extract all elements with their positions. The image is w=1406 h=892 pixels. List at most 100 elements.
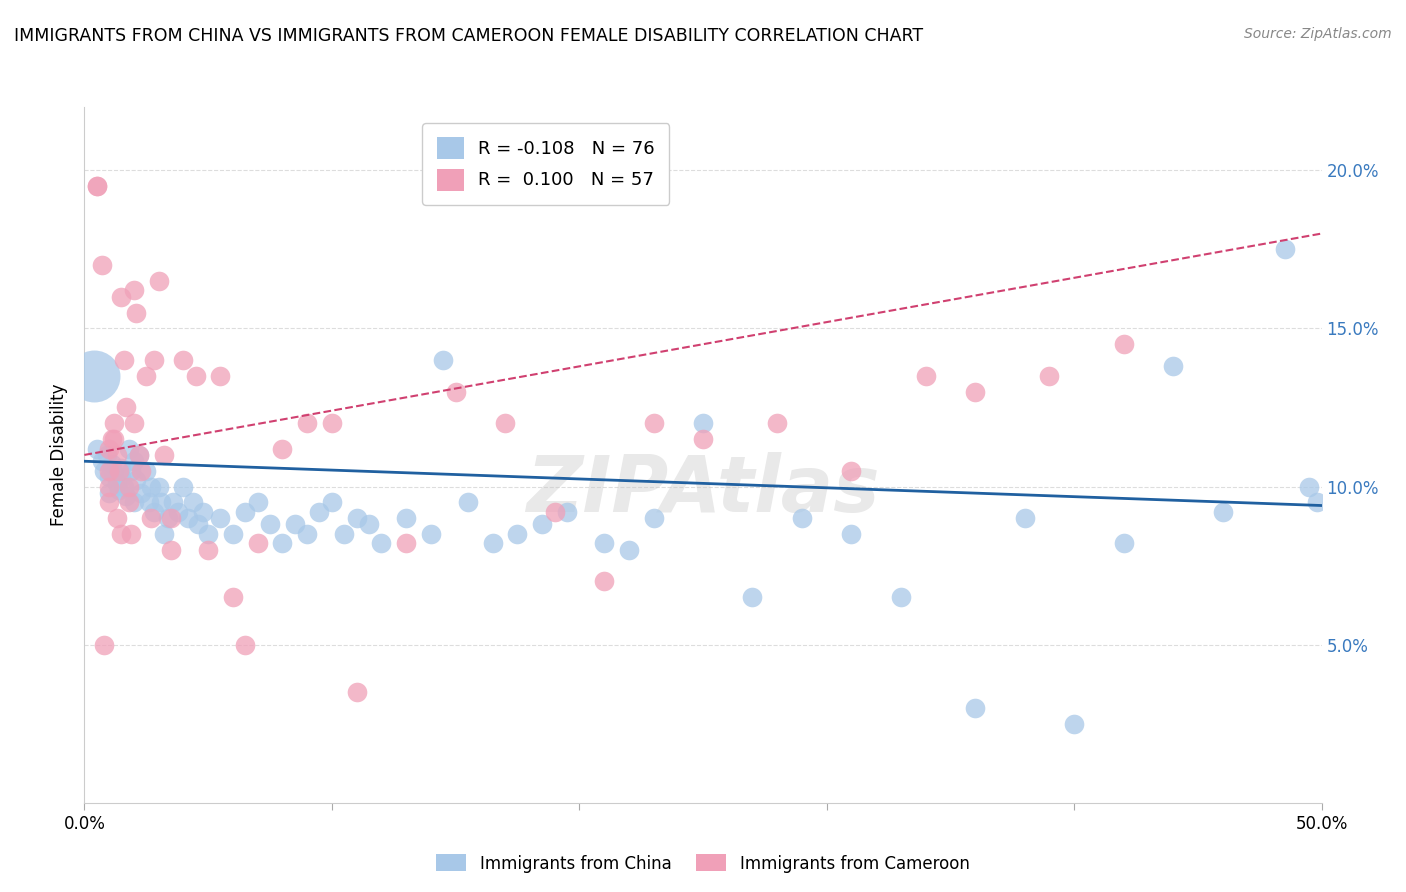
Point <box>125 473 148 487</box>
Point <box>129 464 152 478</box>
Point <box>112 479 135 493</box>
Point <box>162 495 184 509</box>
Point <box>191 505 214 519</box>
Point <box>115 489 138 503</box>
Point <box>118 495 141 509</box>
Point <box>103 467 125 481</box>
Point <box>135 368 157 383</box>
Point <box>841 464 863 478</box>
Point <box>177 511 200 525</box>
Text: Source: ZipAtlas.com: Source: ZipAtlas.com <box>1244 27 1392 41</box>
Point <box>160 542 183 557</box>
Point <box>86 179 108 194</box>
Point <box>98 464 121 478</box>
Point <box>122 454 145 468</box>
Point <box>1274 243 1296 257</box>
Point <box>1212 505 1234 519</box>
Point <box>209 511 232 525</box>
Point <box>100 458 122 472</box>
Point <box>1112 536 1135 550</box>
Point <box>346 685 368 699</box>
Point <box>481 536 503 550</box>
Point <box>110 290 132 304</box>
Point <box>152 448 174 462</box>
Point <box>419 527 441 541</box>
Point <box>1305 495 1327 509</box>
Point <box>914 368 936 383</box>
Point <box>105 511 128 525</box>
Point <box>357 517 380 532</box>
Point <box>93 638 115 652</box>
Point <box>187 517 209 532</box>
Point <box>128 448 150 462</box>
Point <box>167 505 190 519</box>
Point <box>321 417 343 431</box>
Point <box>1298 479 1320 493</box>
Point <box>395 511 418 525</box>
Point <box>965 701 987 715</box>
Point <box>148 274 170 288</box>
Point <box>135 464 157 478</box>
Point <box>105 476 128 491</box>
Point <box>432 353 454 368</box>
Point <box>141 511 163 525</box>
Point <box>543 505 565 519</box>
Point <box>790 511 813 525</box>
Point <box>643 417 665 431</box>
Point <box>90 258 112 272</box>
Point <box>766 417 789 431</box>
Point <box>125 305 148 319</box>
Point <box>98 486 121 500</box>
Point <box>83 368 105 383</box>
Point <box>890 591 912 605</box>
Point <box>90 454 112 468</box>
Point <box>333 527 356 541</box>
Point <box>1063 716 1085 731</box>
Point <box>142 505 165 519</box>
Point <box>295 527 318 541</box>
Point <box>222 591 245 605</box>
Point <box>108 483 131 497</box>
Legend: R = -0.108   N = 76, R =  0.100   N = 57: R = -0.108 N = 76, R = 0.100 N = 57 <box>422 123 669 205</box>
Y-axis label: Female Disability: Female Disability <box>51 384 69 526</box>
Point <box>172 479 194 493</box>
Point <box>105 448 128 462</box>
Point <box>284 517 307 532</box>
Point <box>370 536 392 550</box>
Point <box>444 384 467 399</box>
Point <box>118 442 141 456</box>
Point <box>233 638 256 652</box>
Point <box>531 517 554 532</box>
Point <box>148 479 170 493</box>
Point <box>100 432 122 446</box>
Point <box>617 542 640 557</box>
Point <box>233 505 256 519</box>
Point <box>110 460 132 475</box>
Point <box>120 527 142 541</box>
Point <box>692 417 714 431</box>
Point <box>506 527 529 541</box>
Point <box>643 511 665 525</box>
Point <box>98 442 121 456</box>
Point <box>98 495 121 509</box>
Point <box>96 448 118 462</box>
Point <box>494 417 516 431</box>
Point <box>157 511 180 525</box>
Point <box>103 432 125 446</box>
Point <box>246 495 269 509</box>
Point <box>120 464 142 478</box>
Point <box>181 495 204 509</box>
Point <box>457 495 479 509</box>
Point <box>110 527 132 541</box>
Point <box>246 536 269 550</box>
Point <box>142 353 165 368</box>
Point <box>160 511 183 525</box>
Point <box>118 479 141 493</box>
Point <box>115 401 138 415</box>
Point <box>271 536 294 550</box>
Point <box>222 527 245 541</box>
Point <box>271 442 294 456</box>
Point <box>395 536 418 550</box>
Point <box>98 470 121 484</box>
Point <box>122 417 145 431</box>
